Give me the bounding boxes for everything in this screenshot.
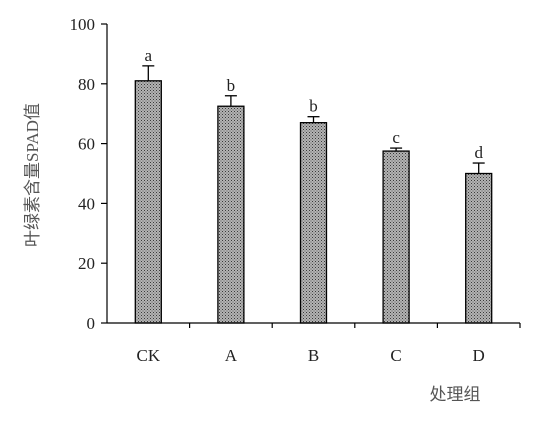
y-tick-label: 60 bbox=[78, 135, 95, 154]
x-tick-label: CK bbox=[136, 346, 160, 365]
bars-layer: a b b c d bbox=[134, 46, 493, 324]
significance-label: b bbox=[309, 97, 318, 116]
y-tick-label: 40 bbox=[78, 194, 95, 213]
bar bbox=[217, 105, 245, 324]
significance-label: c bbox=[392, 128, 400, 147]
x-tick-label: D bbox=[473, 346, 485, 365]
bar bbox=[134, 80, 162, 324]
x-axis-title: 处理组 bbox=[430, 385, 481, 404]
bar bbox=[465, 172, 493, 324]
bar bbox=[382, 150, 410, 324]
significance-label: d bbox=[474, 143, 483, 162]
y-tick-label: 100 bbox=[70, 15, 96, 34]
y-tick-label: 0 bbox=[87, 314, 96, 333]
axes-layer bbox=[106, 24, 520, 324]
y-axis-title: 叶绿素含量SPAD值 bbox=[23, 103, 42, 247]
ticks-layer: 0 20 40 60 80 100 CK A B C D bbox=[70, 15, 521, 365]
significance-label: b bbox=[227, 76, 236, 95]
bar bbox=[299, 122, 328, 324]
y-tick-label: 80 bbox=[78, 75, 95, 94]
y-tick-label: 20 bbox=[78, 254, 95, 273]
x-tick-label: A bbox=[225, 346, 238, 365]
significance-label: a bbox=[145, 46, 153, 65]
x-tick-label: B bbox=[308, 346, 319, 365]
x-tick-label: C bbox=[390, 346, 401, 365]
